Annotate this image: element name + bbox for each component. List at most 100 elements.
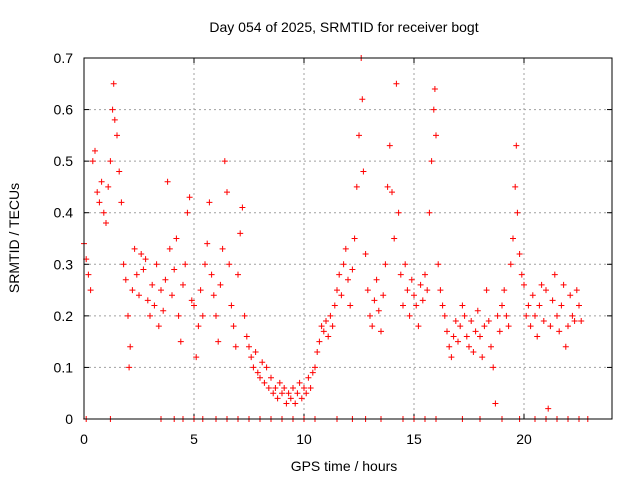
data-point	[235, 271, 241, 278]
data-point	[105, 183, 112, 190]
data-point	[250, 364, 257, 371]
data-point	[571, 318, 578, 325]
data-point	[263, 364, 270, 371]
data-point	[215, 338, 222, 345]
data-point	[314, 348, 321, 355]
data-point	[158, 287, 164, 294]
data-point	[543, 287, 549, 294]
data-point	[98, 178, 105, 185]
data-point	[118, 199, 125, 206]
data-point	[474, 307, 481, 314]
y-tick-label: 0	[65, 411, 73, 427]
data-point	[463, 333, 470, 340]
y-tick-label: 0.7	[54, 50, 74, 66]
data-point	[367, 312, 373, 319]
data-point	[513, 142, 520, 149]
data-point	[371, 297, 378, 304]
data-point	[540, 318, 547, 325]
data-point	[175, 312, 182, 319]
data-point	[393, 80, 400, 87]
y-tick-label: 0.5	[54, 153, 74, 169]
data-point	[155, 323, 162, 330]
data-point	[488, 343, 494, 350]
data-point	[219, 245, 226, 252]
x-axis-label: GPS time / hours	[291, 458, 398, 474]
data-point	[536, 302, 543, 309]
data-point	[243, 333, 250, 340]
data-point	[452, 318, 459, 325]
data-point	[257, 374, 263, 381]
y-tick-label: 0.3	[54, 256, 74, 272]
data-point	[224, 189, 230, 196]
data-point	[470, 348, 477, 355]
data-point	[494, 312, 501, 319]
data-point	[479, 354, 486, 361]
data-point	[259, 359, 266, 366]
data-point	[226, 261, 233, 268]
data-point	[373, 276, 380, 283]
y-tick-label: 0.2	[54, 308, 74, 324]
data-point	[188, 297, 195, 304]
data-point	[499, 302, 505, 309]
data-point	[424, 287, 431, 294]
data-point	[578, 318, 585, 325]
data-point	[483, 287, 490, 294]
data-point	[197, 287, 204, 294]
data-point	[389, 189, 395, 196]
x-tick-label: 20	[516, 431, 532, 447]
data-point	[228, 302, 235, 309]
data-point	[122, 276, 129, 283]
data-point	[208, 271, 215, 278]
data-point	[116, 168, 123, 175]
data-point	[428, 158, 435, 165]
data-point	[375, 307, 382, 314]
data-point	[439, 302, 446, 309]
data-point	[512, 183, 519, 190]
data-point	[380, 292, 387, 299]
data-point	[246, 343, 252, 350]
data-point	[290, 385, 296, 392]
data-point	[169, 292, 175, 299]
data-point	[316, 338, 323, 345]
data-point	[450, 333, 457, 340]
data-point	[164, 178, 171, 185]
data-point	[503, 312, 510, 319]
data-point	[525, 302, 532, 309]
data-point	[140, 266, 147, 273]
data-point	[466, 343, 472, 350]
data-point	[160, 307, 167, 314]
data-point	[180, 281, 186, 288]
data-point	[514, 209, 521, 216]
data-point	[276, 379, 283, 386]
data-point	[151, 302, 158, 309]
data-point	[153, 261, 160, 268]
data-point	[182, 261, 189, 268]
data-point	[94, 189, 101, 196]
data-point	[274, 395, 281, 402]
data-point	[142, 256, 149, 263]
data-point	[472, 328, 479, 335]
data-point	[433, 132, 439, 139]
data-point	[144, 297, 151, 304]
data-point	[518, 271, 525, 278]
data-point	[294, 390, 301, 397]
data-point	[554, 312, 560, 319]
data-point	[356, 132, 362, 139]
data-point	[96, 199, 103, 206]
data-point	[307, 385, 314, 392]
data-point	[138, 250, 145, 257]
data-point	[232, 343, 239, 350]
data-point	[444, 328, 450, 335]
data-point	[254, 369, 261, 376]
data-point	[496, 328, 503, 335]
data-point	[551, 271, 558, 278]
data-point	[193, 354, 200, 361]
data-point	[92, 147, 98, 154]
data-point	[292, 400, 299, 407]
data-point	[391, 235, 398, 242]
data-point	[338, 292, 345, 299]
data-point	[446, 343, 453, 350]
data-point	[329, 323, 336, 330]
data-point	[521, 281, 527, 288]
